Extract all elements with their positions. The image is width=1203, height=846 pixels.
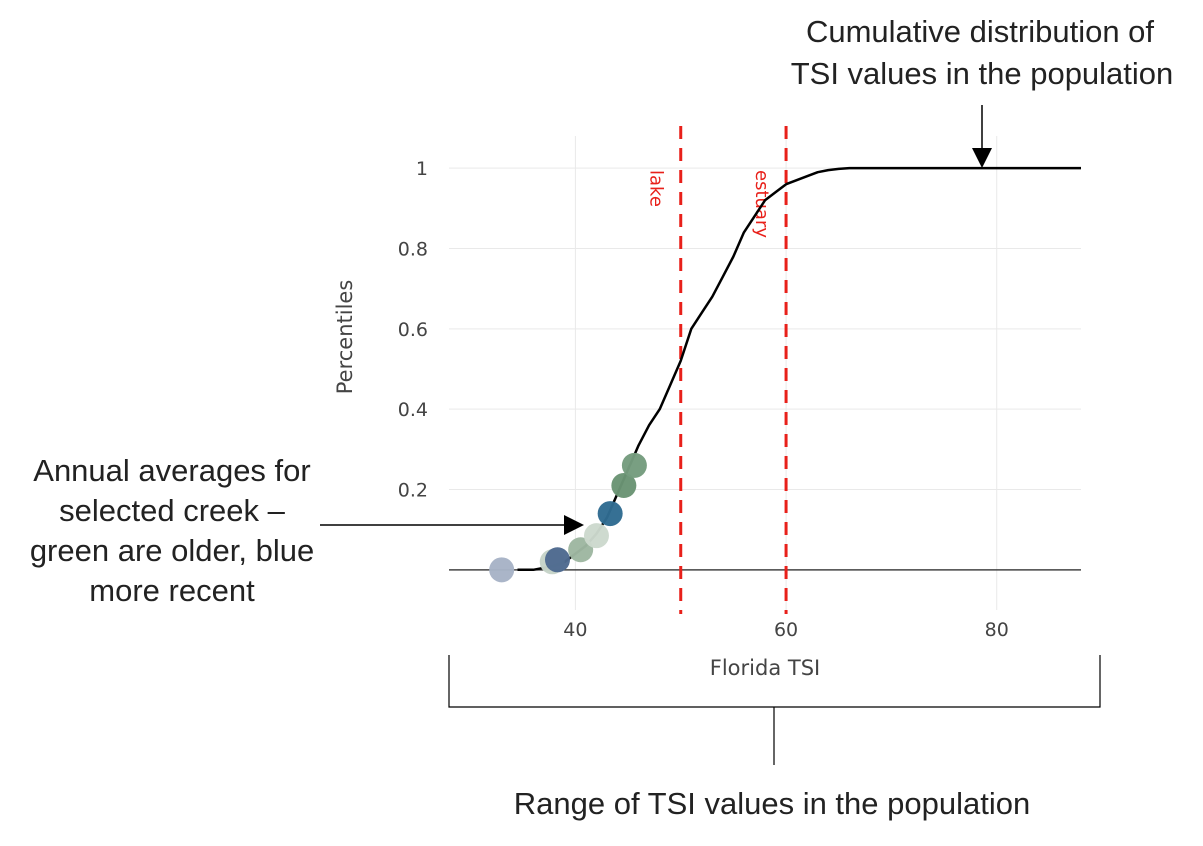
creek-annual-point (489, 557, 515, 583)
y-tick-label: 0.6 (398, 319, 428, 341)
reference-line-label-lake: lake (646, 170, 667, 207)
y-tick-label: 0.4 (398, 399, 428, 421)
annotation-range: Range of TSI values in the population (514, 786, 1030, 821)
creek-annual-point (597, 501, 623, 527)
creek-points-layer (489, 452, 647, 583)
y-axis-title: Percentiles (333, 280, 357, 395)
annotation-points-line4: more recent (89, 573, 255, 608)
creek-annual-point (583, 523, 609, 549)
annotation-cdf-arrowhead (972, 148, 992, 168)
annotation-cdf-line2: TSI values in the population (791, 56, 1174, 91)
x-tick-label: 60 (774, 619, 798, 641)
creek-annual-point (611, 472, 637, 498)
annotation-points-line2: selected creek – (59, 493, 285, 528)
creek-annual-point (544, 547, 570, 573)
annotation-cdf-line1: Cumulative distribution of (806, 14, 1154, 49)
y-tick-label: 0.8 (398, 238, 428, 260)
reference-lines: lake estuary (646, 126, 788, 614)
tick-labels: 40 60 80 0.2 0.4 0.6 0.8 1 (398, 158, 1009, 641)
annotation-points-arrowhead (564, 515, 584, 535)
x-tick-label: 80 (985, 619, 1009, 641)
creek-annual-point (621, 452, 647, 478)
annotation-points-line3: green are older, blue (30, 533, 314, 568)
annotation-points-line1: Annual averages for (33, 453, 310, 488)
x-tick-label: 40 (563, 619, 587, 641)
y-tick-label: 0.2 (398, 479, 428, 501)
x-axis-title: Florida TSI (710, 656, 820, 680)
y-tick-label: 1 (416, 158, 428, 180)
